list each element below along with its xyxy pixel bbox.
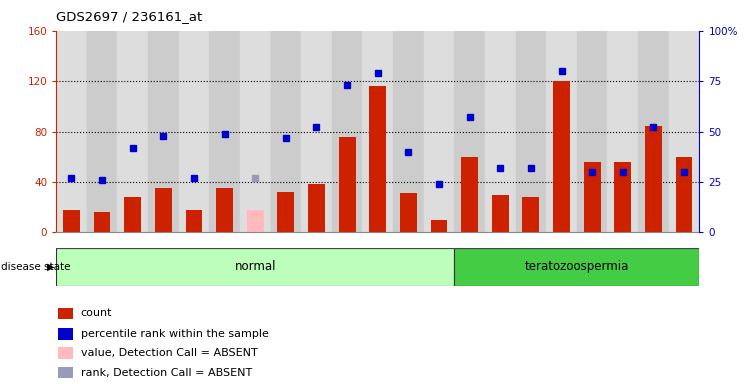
Bar: [58, 367, 73, 378]
Bar: [58, 308, 73, 319]
Bar: [370, 86, 386, 232]
Bar: [607, 31, 638, 232]
Text: disease state: disease state: [1, 262, 70, 272]
Bar: [431, 220, 447, 232]
Bar: [301, 31, 332, 232]
Bar: [515, 31, 546, 232]
Text: ▶: ▶: [47, 262, 55, 272]
Bar: [400, 193, 417, 232]
Bar: [614, 162, 631, 232]
Bar: [492, 195, 509, 232]
Text: value, Detection Call = ABSENT: value, Detection Call = ABSENT: [81, 348, 257, 358]
Bar: [645, 126, 662, 232]
Bar: [87, 31, 117, 232]
Bar: [58, 328, 73, 339]
Bar: [240, 31, 271, 232]
Bar: [247, 210, 263, 232]
Bar: [56, 31, 87, 232]
Bar: [577, 31, 607, 232]
Bar: [363, 31, 393, 232]
Bar: [186, 210, 203, 232]
Bar: [155, 188, 172, 232]
Bar: [124, 197, 141, 232]
Bar: [423, 31, 454, 232]
Bar: [117, 31, 148, 232]
Bar: [94, 212, 111, 232]
Bar: [63, 210, 80, 232]
Bar: [638, 31, 669, 232]
Bar: [553, 81, 570, 232]
Bar: [485, 31, 515, 232]
Text: rank, Detection Call = ABSENT: rank, Detection Call = ABSENT: [81, 368, 252, 378]
Bar: [522, 197, 539, 232]
Bar: [454, 248, 699, 286]
Bar: [308, 184, 325, 232]
Bar: [669, 31, 699, 232]
Bar: [454, 31, 485, 232]
Bar: [462, 157, 478, 232]
Bar: [332, 31, 363, 232]
Bar: [675, 157, 693, 232]
Bar: [209, 31, 240, 232]
Bar: [179, 31, 209, 232]
Bar: [271, 31, 301, 232]
Bar: [393, 31, 423, 232]
Bar: [148, 31, 179, 232]
Bar: [216, 188, 233, 232]
Text: percentile rank within the sample: percentile rank within the sample: [81, 329, 269, 339]
Text: teratozoospermia: teratozoospermia: [524, 260, 629, 273]
Bar: [278, 192, 294, 232]
Bar: [58, 347, 73, 359]
Bar: [339, 137, 355, 232]
Bar: [56, 248, 454, 286]
Bar: [546, 31, 577, 232]
Bar: [583, 162, 601, 232]
Text: GDS2697 / 236161_at: GDS2697 / 236161_at: [56, 10, 203, 23]
Text: normal: normal: [234, 260, 276, 273]
Text: count: count: [81, 308, 112, 318]
